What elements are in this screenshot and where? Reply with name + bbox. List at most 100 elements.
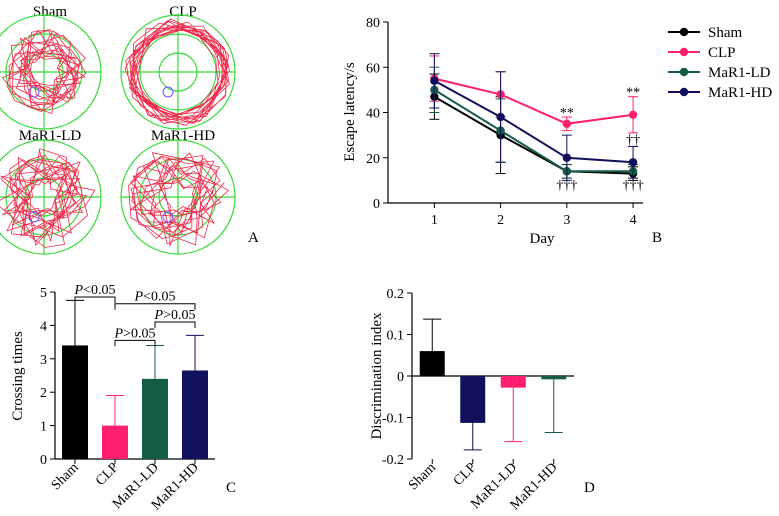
panel-c-comparison-bracket: [114, 303, 196, 310]
panel-b-ylabel: Escape latency/s: [342, 62, 358, 162]
panel-c-ytick-label: 2: [40, 386, 47, 401]
legend-label-clp: CLP: [708, 45, 736, 61]
panel-b-ytick-label: 0: [373, 197, 380, 212]
panel-c-bar-clp: [102, 425, 128, 459]
panel-b-xtick-label: 4: [630, 213, 637, 228]
panel-c-comparison-bracket: [74, 296, 116, 304]
legend-label-mar1-hd: MaR1-HD: [708, 85, 772, 101]
panel-c-bar-mar1-hd: [182, 370, 208, 459]
panel-c-comparison-label: P>0.05: [114, 326, 156, 341]
track-title-sham: Sham: [33, 4, 68, 20]
panel-b-line: [433, 95, 634, 175]
panel-b-annotation: ††: [626, 133, 640, 148]
panel-c-comparisons: P<0.05 P<0.05 P>0.05 P>0.05: [74, 283, 196, 347]
panel-c-ytick-label: 0: [40, 453, 47, 468]
legend-label-mar1-ld: MaR1-LD: [708, 65, 771, 81]
panel-c-ytick-label: 3: [40, 353, 47, 368]
panel-b-ytick-label: 20: [366, 152, 380, 167]
panel-d-bar-mar1-ld: [500, 376, 526, 388]
panel-c-xtick-label: CLP: [93, 460, 122, 489]
panel-c-comparison-label: P<0.05: [74, 283, 116, 298]
arena-platform: [28, 86, 40, 98]
panel-b-series-sham: [429, 73, 639, 181]
panel-d-bar-mar1-hd: [541, 376, 567, 380]
legend-marker-mar1-ld: [679, 67, 689, 77]
arena-swim-path: [1, 29, 87, 114]
panel-label-b: B: [652, 230, 662, 246]
panel-label-a: A: [248, 230, 259, 246]
panel-d-xtick-label: CLP: [451, 460, 480, 489]
panel-b-axes: 0 20 40 60 80 1 2 3 4: [366, 16, 643, 228]
panel-c-bars: [62, 299, 208, 459]
panel-b-point: [496, 112, 505, 122]
panel-b-point: [562, 119, 572, 129]
panel-b-annotation: **: [626, 86, 640, 101]
panel-b-xtick-label: 1: [431, 213, 438, 228]
panel-c-ytick-label: 5: [40, 286, 47, 301]
arena-platform: [28, 211, 40, 223]
panel-d-bar-clp: [460, 376, 486, 423]
track-arena-mar1-ld: [0, 139, 102, 255]
track-title-mar1-hd: MaR1-HD: [151, 128, 215, 144]
panel-b-line: [434, 77, 634, 125]
legend-label-sham: Sham: [708, 25, 743, 41]
panel-b-line: [433, 79, 634, 164]
panel-label-d: D: [584, 480, 595, 496]
track-arena-sham: [0, 14, 102, 130]
panel-b-point: [430, 76, 439, 86]
panel-d-bars: [419, 318, 567, 451]
panel-c-ytick-label: 4: [40, 319, 47, 334]
panel-c-xtick-label: Sham: [49, 460, 82, 493]
panel-b-ytick-label: 80: [366, 16, 380, 31]
panel-c-comparison-label: P<0.05: [134, 290, 176, 305]
panel-c-comparison-1: P<0.05: [114, 290, 196, 310]
panel-c-comparison-0: P<0.05: [74, 283, 116, 304]
panel-c-ylabel: Crossing times: [10, 331, 26, 421]
legend-marker-sham: [679, 27, 689, 37]
panel-c-comparison-2: P>0.05: [154, 308, 196, 329]
panel-c-bar-mar1-ld: [142, 378, 168, 459]
arena-platform: [162, 211, 174, 223]
arena-swim-path: [128, 152, 229, 247]
panel-a-swim-tracks: Sham CLP MaR1-LD MaR1-HD A: [0, 4, 259, 255]
panel-d-ylabel: Discrimination index: [369, 312, 385, 440]
track-arena-mar1-hd: [120, 139, 236, 255]
panel-c-ytick-label: 1: [40, 420, 47, 435]
panel-c-comparison-bracket: [114, 339, 156, 347]
panel-d-ytick-label: 0: [397, 370, 404, 385]
panel-d-ytick-label: 0.1: [387, 329, 405, 344]
legend-marker-clp: [679, 47, 689, 57]
panel-b-xtick-label: 2: [497, 213, 504, 228]
panel-b-annotation: †††: [623, 178, 644, 193]
panel-d-ytick-label: -0.1: [382, 412, 404, 427]
panel-b-annotation: **: [560, 106, 574, 121]
panel-b-legend: Sham CLP MaR1-LD MaR1-HD: [668, 25, 772, 101]
panel-c-comparison-label: P>0.05: [154, 308, 196, 323]
panel-b-xlabel: Day: [530, 231, 555, 247]
panel-d-xtick-label: Sham: [406, 460, 439, 493]
panel-b-series: ****††††† †††: [429, 53, 644, 193]
panel-b-series-mar1-hd: [429, 53, 639, 181]
panel-c-bar-sham: [62, 345, 88, 459]
panel-b-point: [628, 110, 638, 119]
panel-d-ytick-label: 0.2: [387, 287, 405, 302]
legend-marker-mar1-hd: [679, 87, 689, 97]
panel-b-line: [433, 89, 634, 173]
arena-platform: [162, 86, 174, 98]
panel-c-comparison-3: P>0.05: [114, 326, 156, 347]
arena-swim-path: [124, 18, 231, 126]
track-title-clp: CLP: [169, 4, 197, 20]
arena-swim-path: [0, 148, 96, 248]
panel-b-annotation: †††: [556, 178, 577, 193]
panel-b-ytick-label: 40: [366, 107, 380, 122]
panel-b-ytick-label: 60: [366, 61, 380, 76]
panel-b-point: [628, 158, 638, 167]
panel-b-point: [562, 153, 572, 162]
track-arena-clp: [120, 14, 236, 130]
panel-c-comparison-bracket: [154, 321, 196, 329]
panel-d-bar-sham: [419, 351, 445, 376]
